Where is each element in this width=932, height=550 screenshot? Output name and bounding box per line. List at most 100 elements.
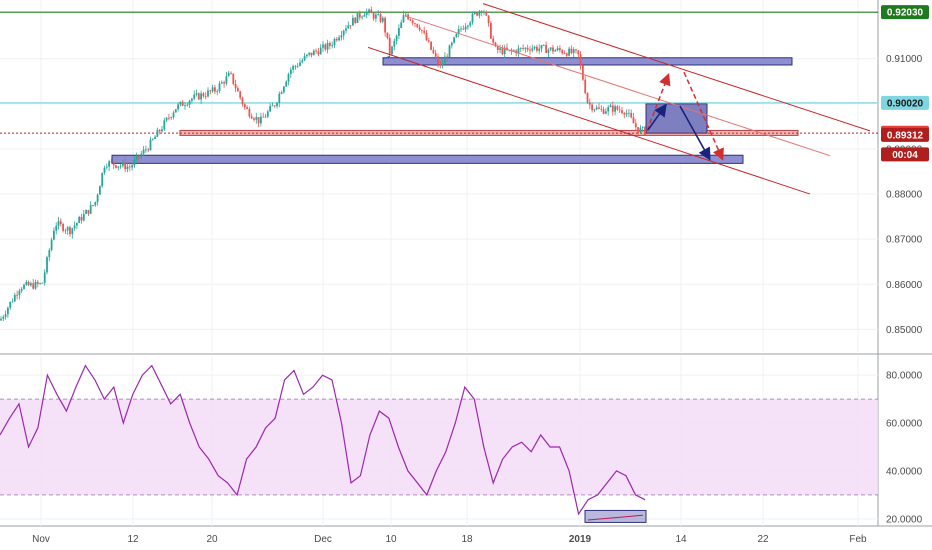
candle-up — [308, 52, 311, 55]
time-axis[interactable]: Nov 12 20 Dec 10 18 2019 14 22 Feb — [32, 534, 867, 545]
candle-up — [184, 105, 186, 107]
candle-down — [490, 22, 492, 39]
candle-up — [191, 98, 193, 101]
candle-up — [172, 112, 175, 118]
candle-up — [94, 201, 97, 206]
candle-up — [135, 155, 138, 160]
candle-up — [151, 138, 154, 140]
candle-up — [338, 37, 340, 41]
price-tick-label: 0.85000 — [886, 325, 923, 336]
candle-down — [501, 48, 504, 55]
candle-up — [200, 93, 202, 100]
candle-down — [248, 108, 251, 117]
candle-up — [306, 54, 308, 57]
candle-down — [230, 72, 232, 74]
candle-down — [529, 49, 531, 51]
rsi-axis[interactable]: 20.0000 40.0000 60.0000 80.0000 — [886, 371, 923, 526]
candle-up — [287, 74, 290, 82]
candle-up — [34, 281, 37, 289]
time-tick-label: 18 — [461, 534, 473, 545]
candle-down — [427, 40, 430, 42]
rsi-tick-label: 60.0000 — [886, 419, 923, 430]
arrow-up-navy — [647, 103, 667, 131]
candle-down — [310, 52, 313, 56]
rsi-oversold-box — [584, 509, 647, 523]
candle-down — [526, 47, 529, 50]
candle-down — [476, 12, 478, 16]
resistance-zone — [382, 57, 793, 66]
candle-down — [358, 13, 361, 18]
candle-up — [283, 86, 285, 93]
candle-down — [273, 105, 276, 107]
candle-up — [595, 107, 598, 110]
candle-up — [641, 127, 644, 128]
candle-up — [301, 60, 304, 63]
candle-up — [375, 14, 377, 19]
candle-down — [494, 42, 497, 47]
candle-up — [609, 105, 612, 108]
candle-up — [450, 42, 453, 46]
candle-down — [234, 83, 237, 89]
rsi-band — [0, 399, 878, 495]
price-badge-label: 00:04 — [892, 150, 918, 161]
candle-down — [370, 9, 373, 14]
candle-down — [262, 116, 265, 118]
candle-down — [329, 42, 331, 46]
candle-up — [119, 165, 122, 167]
horizontal-lines — [0, 11, 878, 134]
candle-up — [271, 105, 274, 107]
candle-down — [418, 27, 421, 31]
candle-up — [133, 159, 136, 166]
arrow-down-navy — [679, 105, 711, 161]
candle-up — [381, 17, 384, 22]
candle-up — [478, 11, 481, 16]
candle-down — [69, 227, 71, 235]
candle-down — [600, 108, 603, 110]
candle-down — [598, 107, 600, 109]
candle-up — [99, 186, 101, 195]
candle-down — [414, 23, 416, 24]
candle-up — [53, 230, 55, 240]
candle-up — [2, 316, 5, 319]
candle-up — [628, 112, 630, 114]
candle-up — [361, 16, 363, 18]
candle-down — [411, 20, 414, 24]
candle-down — [430, 41, 432, 50]
candle-down — [565, 53, 568, 56]
candle-up — [126, 166, 129, 170]
candle-down — [496, 46, 499, 50]
candle-up — [333, 38, 336, 46]
projection-arrows — [646, 71, 724, 161]
candle-down — [379, 14, 382, 22]
candle-up — [531, 48, 534, 51]
candle-up — [296, 65, 299, 67]
candle-up — [105, 166, 108, 168]
candle-up — [391, 46, 393, 55]
candle-down — [421, 30, 423, 31]
candle-up — [96, 194, 99, 202]
candle-up — [71, 228, 74, 235]
candle-down — [432, 49, 435, 54]
candle-down — [579, 54, 582, 66]
candle-down — [335, 38, 338, 41]
candle-up — [441, 63, 444, 66]
candle-up — [117, 166, 120, 168]
candle-down — [621, 110, 623, 113]
candle-up — [66, 227, 69, 231]
candle-up — [193, 94, 196, 99]
channel-lower — [367, 46, 811, 195]
candle-up — [48, 250, 51, 258]
candle-up — [225, 76, 228, 84]
candle-up — [165, 117, 168, 121]
candle-down — [563, 53, 566, 54]
candle-up — [76, 222, 78, 226]
candle-up — [312, 50, 315, 56]
candle-up — [73, 225, 76, 229]
candle-up — [448, 45, 451, 58]
rsi-indicator — [0, 364, 878, 523]
candle-down — [570, 48, 573, 54]
candle-up — [218, 83, 221, 91]
candle-down — [492, 38, 495, 43]
candle-up — [108, 161, 110, 167]
